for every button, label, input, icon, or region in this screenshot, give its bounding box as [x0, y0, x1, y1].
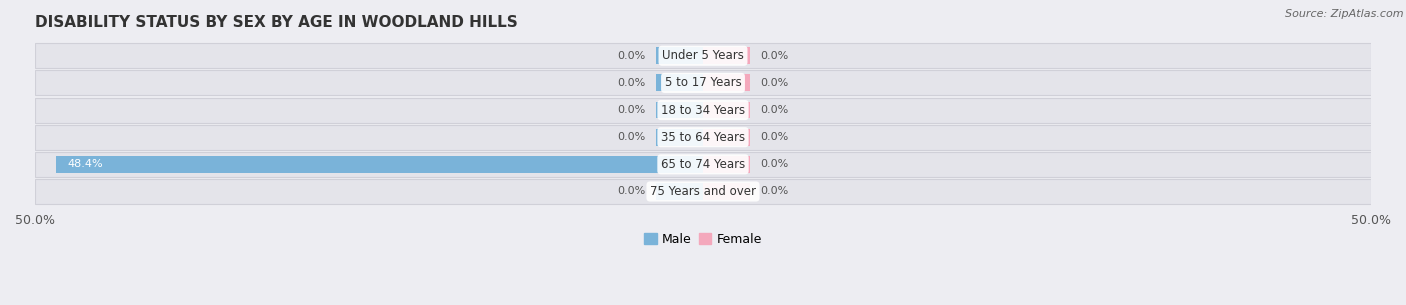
Bar [657, 102, 703, 118]
Text: 5 to 17 Years: 5 to 17 Years [665, 77, 741, 89]
Bar [703, 47, 749, 64]
Text: Under 5 Years: Under 5 Years [662, 49, 744, 62]
Legend: Male, Female: Male, Female [640, 228, 766, 251]
Text: 75 Years and over: 75 Years and over [650, 185, 756, 198]
Text: 0.0%: 0.0% [617, 78, 645, 88]
Text: 0.0%: 0.0% [761, 78, 789, 88]
Text: 0.0%: 0.0% [761, 132, 789, 142]
Bar [35, 179, 1371, 204]
Bar [657, 74, 703, 91]
Text: 0.0%: 0.0% [617, 105, 645, 115]
Bar [56, 156, 703, 173]
Bar [35, 152, 1371, 177]
Bar [703, 156, 749, 173]
Text: Source: ZipAtlas.com: Source: ZipAtlas.com [1285, 9, 1403, 19]
Text: 0.0%: 0.0% [761, 159, 789, 169]
Text: 0.0%: 0.0% [761, 51, 789, 61]
Bar [35, 98, 1371, 123]
Text: 48.4%: 48.4% [67, 159, 103, 169]
Bar [657, 47, 703, 64]
Bar [703, 183, 749, 200]
Bar [657, 129, 703, 145]
Text: 0.0%: 0.0% [761, 186, 789, 196]
Bar [35, 43, 1371, 68]
Text: 0.0%: 0.0% [617, 132, 645, 142]
Bar [657, 183, 703, 200]
Bar [35, 70, 1371, 95]
Text: 65 to 74 Years: 65 to 74 Years [661, 158, 745, 171]
Text: 0.0%: 0.0% [761, 105, 789, 115]
Text: 35 to 64 Years: 35 to 64 Years [661, 131, 745, 144]
Bar [703, 74, 749, 91]
Text: DISABILITY STATUS BY SEX BY AGE IN WOODLAND HILLS: DISABILITY STATUS BY SEX BY AGE IN WOODL… [35, 15, 517, 30]
Bar [703, 129, 749, 145]
Bar [703, 102, 749, 118]
Text: 0.0%: 0.0% [617, 51, 645, 61]
Bar [35, 125, 1371, 150]
Text: 18 to 34 Years: 18 to 34 Years [661, 104, 745, 117]
Text: 0.0%: 0.0% [617, 186, 645, 196]
